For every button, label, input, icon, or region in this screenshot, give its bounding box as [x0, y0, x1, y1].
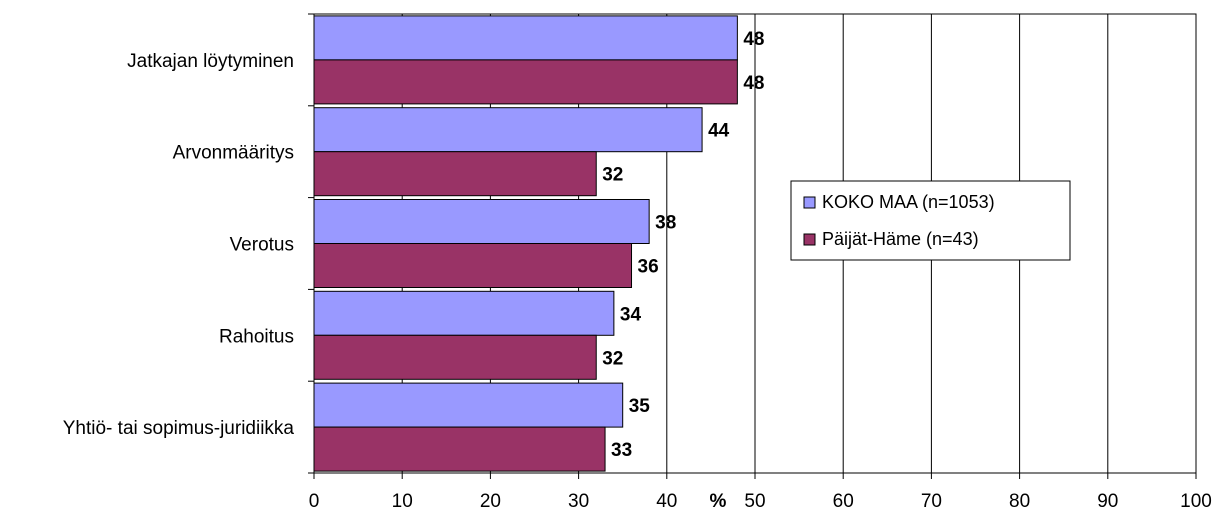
data-labels: 48 48 44 32 38 36 34 32 35 33 — [602, 29, 764, 461]
x-tick-labels: 0 10 20 30 40 50 60 70 80 90 100 — [308, 13, 1212, 512]
data-label: 48 — [743, 73, 764, 94]
x-tick-label: 30 — [568, 491, 589, 512]
category-label: Verotus — [230, 235, 294, 256]
x-tick-label: 100 — [1180, 491, 1212, 512]
bars — [313, 15, 738, 472]
bar-koko-maa — [313, 15, 738, 61]
x-tick-label: 40 — [656, 491, 677, 512]
legend-label-koko-maa: KOKO MAA (n=1053) — [822, 192, 995, 212]
x-tick-label: 20 — [480, 491, 501, 512]
bar-paijat-hame — [313, 426, 606, 472]
x-tick-label: 80 — [1009, 491, 1030, 512]
category-label: Jatkajan löytyminen — [127, 51, 294, 72]
x-tick-label: 10 — [392, 491, 413, 512]
category-label: Rahoitus — [219, 326, 294, 347]
category-label: Yhtiö- tai sopimus-juridiikka — [63, 418, 295, 439]
data-label: 48 — [743, 29, 764, 50]
legend-swatch-paijat-hame — [803, 233, 816, 246]
bar-koko-maa — [313, 199, 650, 244]
legend-swatch-koko-maa — [803, 196, 816, 209]
bar-koko-maa — [313, 382, 624, 428]
legend: KOKO MAA (n=1053) Päijät-Häme (n=43) — [790, 180, 1071, 261]
data-label: 32 — [602, 165, 623, 186]
bar-paijat-hame — [313, 334, 597, 380]
category-labels: Jatkajan löytyminen Arvonmääritys Verotus R… — [63, 51, 295, 439]
data-label: 36 — [638, 257, 659, 278]
data-label: 32 — [602, 348, 623, 369]
x-tick-label: 0 — [309, 491, 320, 512]
x-tick-label: 90 — [1097, 491, 1118, 512]
bar-koko-maa — [313, 290, 615, 336]
category-label: Arvonmääritys — [173, 143, 294, 164]
x-tick-label: 70 — [921, 491, 942, 512]
data-label: 34 — [620, 304, 642, 325]
legend-box — [790, 180, 1071, 261]
data-label: 44 — [708, 121, 730, 142]
bar-paijat-hame — [313, 151, 597, 197]
x-tick-label: 60 — [833, 491, 854, 512]
x-axis-title: % — [710, 491, 727, 512]
bar-koko-maa — [313, 107, 703, 153]
bar-paijat-hame — [313, 243, 633, 288]
bar-paijat-hame — [313, 59, 738, 105]
x-tick-label: 50 — [744, 491, 765, 512]
data-label: 33 — [611, 440, 632, 461]
legend-label-paijat-hame: Päijät-Häme (n=43) — [822, 229, 979, 249]
data-label: 35 — [629, 396, 651, 417]
data-label: 38 — [655, 213, 676, 234]
